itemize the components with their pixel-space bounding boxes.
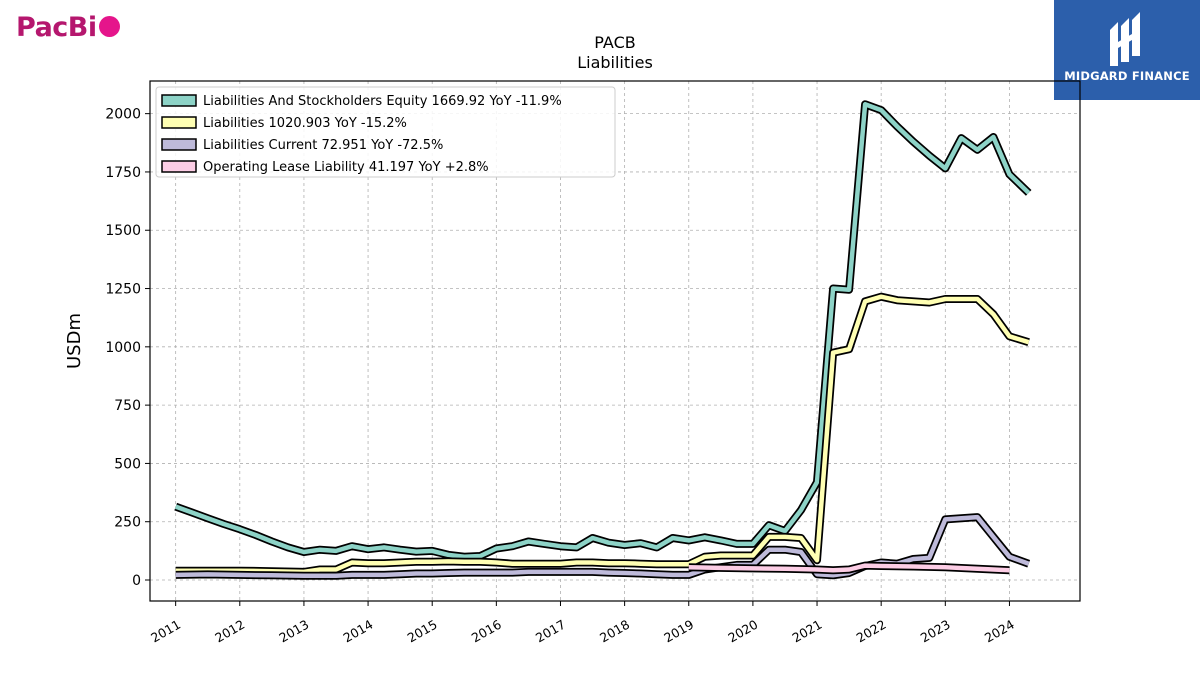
legend-swatch [161, 160, 197, 173]
x-tick-label: 2018 [597, 617, 632, 646]
y-tick-label: 250 [114, 515, 141, 531]
x-tick-label: 2013 [276, 617, 311, 646]
legend-entry: Liabilities And Stockholders Equity 1669… [203, 94, 562, 109]
x-tick-label: 2022 [854, 617, 889, 646]
series-3 [688, 561, 1010, 575]
series-1 [175, 292, 1030, 576]
midgard-logo-icon [1110, 12, 1140, 66]
y-tick-label: 1250 [105, 282, 141, 298]
x-tick-label: 2017 [533, 617, 568, 646]
plot-frame [149, 80, 1081, 602]
partner-name: MIDGARD FINANCE [1064, 69, 1190, 83]
y-tick-label: 750 [114, 398, 141, 414]
logo-text: PacBi [16, 12, 97, 43]
legend-swatch [161, 94, 197, 107]
y-axis-label: USDm [64, 313, 85, 369]
series-lines [174, 100, 1032, 580]
legend-entry: Liabilities Current 72.951 YoY -72.5% [203, 138, 443, 153]
y-tick-label: 500 [114, 456, 141, 472]
x-tick-label: 2014 [341, 617, 376, 646]
legend: Liabilities And Stockholders Equity 1669… [155, 86, 616, 178]
legend-entry: Liabilities 1020.903 YoY -15.2% [203, 116, 407, 131]
series-0 [174, 100, 1032, 561]
x-tick-label: 2023 [918, 617, 953, 646]
legend-entry: Operating Lease Liability 41.197 YoY +2.… [203, 160, 489, 175]
midgard-finance-badge: MIDGARD FINANCE [1054, 0, 1200, 100]
x-axis: 2011 2012 2013 2014 2015 2016 2017 2018 2019 2020… [148, 601, 1017, 646]
x-tick-label: 2015 [405, 617, 440, 646]
chart-subtitle: Liabilities [577, 53, 653, 72]
x-tick-label: 2024 [982, 617, 1017, 646]
y-tick-label: 2000 [105, 107, 141, 123]
x-tick-label: 2011 [148, 617, 183, 646]
series-line [175, 294, 1030, 575]
x-tick-label: 2020 [725, 617, 760, 646]
x-tick-label: 2016 [469, 617, 504, 646]
legend-box [155, 86, 616, 178]
x-tick-label: 2021 [789, 617, 824, 646]
series-line [688, 563, 1010, 573]
series-outline [175, 292, 1030, 576]
y-tick-label: 1000 [105, 340, 141, 356]
legend-swatch [161, 116, 197, 129]
x-tick-label: 2019 [661, 617, 696, 646]
y-axis: 0 250 500 750 1000 1250 1500 1750 2000 [105, 107, 150, 589]
pacbio-logo: PacBi [16, 12, 120, 43]
y-tick-label: 1500 [105, 223, 141, 239]
legend-swatch [161, 138, 197, 151]
logo-dot-icon [98, 16, 120, 37]
y-tick-label: 0 [132, 573, 141, 589]
x-tick-label: 2012 [212, 617, 247, 646]
chart-title: PACB [594, 33, 635, 52]
series-line [174, 102, 1031, 559]
y-tick-label: 1750 [105, 165, 141, 181]
